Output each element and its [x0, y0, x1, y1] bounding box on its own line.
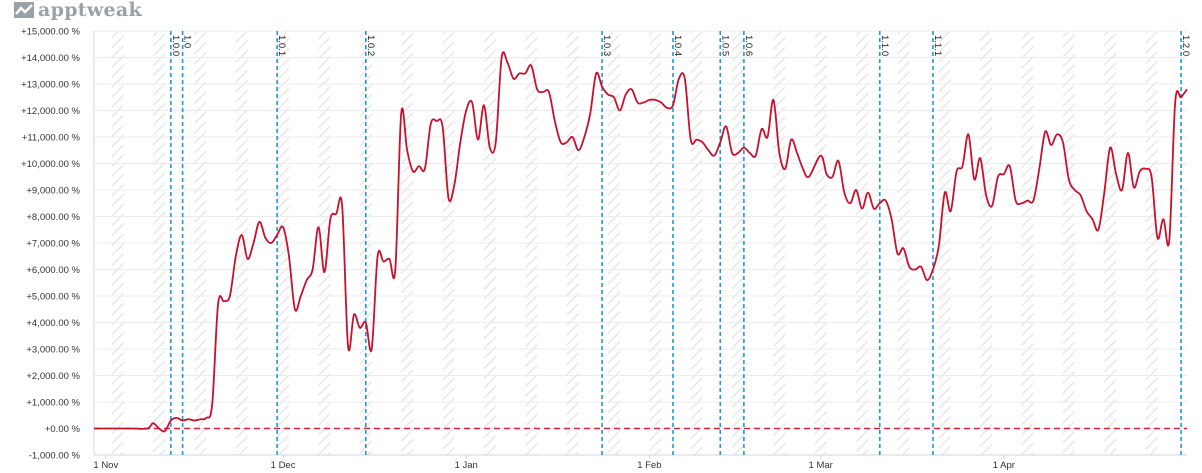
y-tick-label: -1,000.00 % — [29, 451, 81, 462]
y-tick-label: +3,000.00 % — [26, 345, 80, 356]
release-label[interactable]: 1.0.1 — [276, 35, 287, 56]
x-tick-label: 1 Jan — [455, 460, 478, 471]
y-tick-label: +11,000.00 % — [22, 133, 81, 144]
brand-name: apptweak — [38, 0, 142, 21]
y-tick-label: +7,000.00 % — [26, 239, 80, 250]
y-tick-label: +0.00 % — [45, 424, 81, 435]
x-tick-label: 1 Dec — [271, 460, 296, 471]
release-label[interactable]: 1.0.5 — [719, 35, 730, 56]
release-markers: 1.0.0 1.0 1.0.1 1.0.2 1.0.3 1.0.4 1.0.5 1.0.6 1.… — [170, 31, 1191, 455]
release-label[interactable]: 1.1.1 — [932, 35, 943, 56]
y-tick-label: +13,000.00 % — [21, 80, 80, 91]
x-tick-label: 1 Feb — [637, 460, 661, 471]
brand-logo: apptweak — [14, 0, 142, 21]
y-tick-label: +8,000.00 % — [26, 212, 80, 223]
release-label[interactable]: 1.1.0 — [879, 35, 890, 56]
y-tick-label: +6,000.00 % — [26, 265, 80, 276]
y-axis: +15,000.00 % +14,000.00 % +13,000.00 % +12,… — [21, 27, 95, 462]
y-tick-label: +5,000.00 % — [26, 292, 80, 303]
release-label[interactable]: 1.0.0 — [170, 35, 181, 56]
series-line[interactable] — [93, 51, 1188, 433]
y-tick-label: +10,000.00 % — [21, 159, 80, 170]
x-tick-label: 1 Nov — [93, 460, 118, 471]
y-tick-label: +9,000.00 % — [26, 186, 80, 197]
x-tick-label: 1 Apr — [993, 460, 1015, 471]
chart-trend-icon — [14, 2, 34, 18]
x-axis: 1 Nov 1 Dec 1 Jan 1 Feb 1 Mar 1 Apr — [93, 454, 1187, 471]
y-tick-label: +1,000.00 % — [26, 398, 80, 409]
release-label[interactable]: 1.0.2 — [365, 35, 376, 56]
y-tick-label: +15,000.00 % — [21, 27, 80, 38]
y-tick-label: +4,000.00 % — [26, 318, 80, 329]
y-tick-label: +14,000.00 % — [21, 53, 80, 64]
release-label[interactable]: 1.0 — [182, 35, 193, 48]
x-tick-label: 1 Mar — [809, 460, 833, 471]
series-layer — [93, 51, 1188, 433]
release-label[interactable]: 1.0.3 — [601, 35, 612, 56]
release-label[interactable]: 1.0.4 — [672, 35, 683, 56]
release-label[interactable]: 1.0.6 — [743, 35, 754, 56]
release-label[interactable]: 1.2.0 — [1180, 35, 1191, 56]
y-tick-label: +2,000.00 % — [26, 371, 80, 382]
y-tick-label: +12,000.00 % — [21, 106, 80, 117]
